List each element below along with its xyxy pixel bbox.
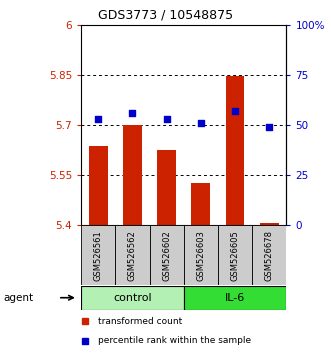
Text: IL-6: IL-6 <box>225 293 245 303</box>
Text: GSM526605: GSM526605 <box>230 230 240 281</box>
Text: GSM526561: GSM526561 <box>94 230 103 281</box>
Bar <box>89 147 108 225</box>
Bar <box>191 183 210 225</box>
Bar <box>184 225 218 285</box>
Point <box>266 124 272 130</box>
Text: GDS3773 / 10548875: GDS3773 / 10548875 <box>98 9 233 22</box>
Bar <box>157 150 176 225</box>
Text: control: control <box>113 293 152 303</box>
Text: GSM526562: GSM526562 <box>128 230 137 281</box>
Text: agent: agent <box>3 293 33 303</box>
Point <box>164 116 169 122</box>
Text: GSM526678: GSM526678 <box>265 230 274 281</box>
Text: GSM526602: GSM526602 <box>162 230 171 281</box>
Bar <box>150 225 184 285</box>
Text: transformed count: transformed count <box>98 317 182 326</box>
Bar <box>260 223 279 225</box>
Bar <box>115 225 150 285</box>
Point <box>198 120 204 126</box>
Bar <box>81 225 115 285</box>
Point <box>232 108 238 114</box>
Bar <box>81 286 184 310</box>
Point <box>96 116 101 122</box>
Bar <box>184 286 286 310</box>
Bar <box>218 225 252 285</box>
Text: percentile rank within the sample: percentile rank within the sample <box>98 336 251 345</box>
Bar <box>226 76 244 225</box>
Point <box>130 110 135 116</box>
Bar <box>252 225 286 285</box>
Bar <box>123 125 142 225</box>
Text: GSM526603: GSM526603 <box>196 230 205 281</box>
